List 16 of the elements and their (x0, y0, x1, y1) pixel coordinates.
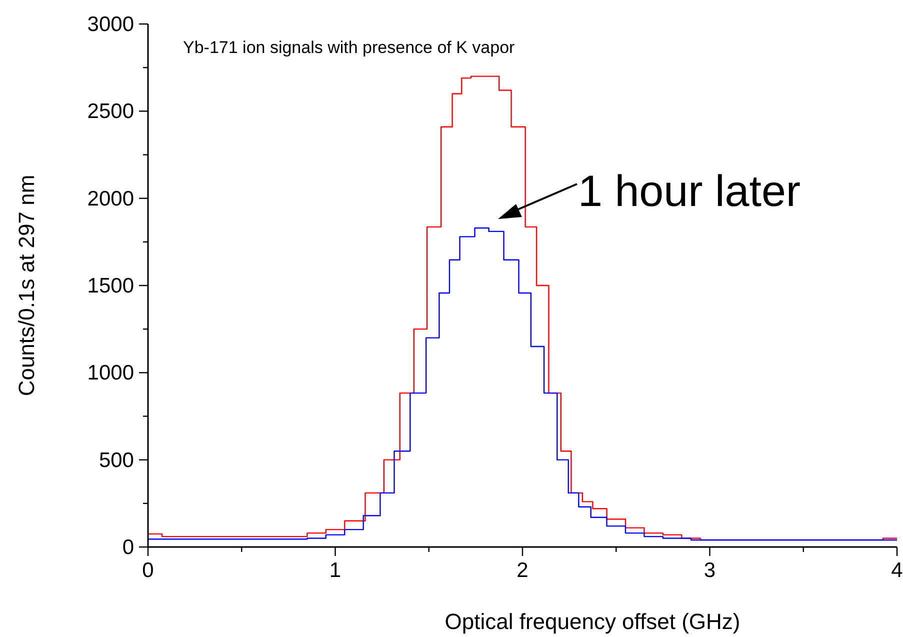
y-tick-label: 2500 (87, 100, 134, 124)
x-tick-label: 1 (329, 559, 342, 582)
y-tick-label: 1000 (87, 362, 134, 385)
text: Yb-171 ion signals with presence of K vapor (183, 38, 516, 57)
y-axis-title: Counts/0.1s at 297 nm (14, 174, 39, 396)
x-tick-label: 3 (704, 559, 716, 582)
y-tick-label: 0 (122, 536, 134, 559)
x-tick-label: 2 (516, 559, 528, 582)
annotation: 1 hour later (578, 167, 801, 216)
y-tick-label: 1500 (87, 274, 134, 298)
y-tick-label: 500 (98, 448, 134, 472)
y-tick-label: 2000 (87, 187, 134, 210)
y-tick-label: 3000 (87, 13, 134, 36)
x-tick-label: 4 (891, 559, 903, 582)
x-axis-title: Optical frequency offset (GHz) (444, 609, 740, 634)
x-tick-label: 0 (142, 559, 154, 582)
